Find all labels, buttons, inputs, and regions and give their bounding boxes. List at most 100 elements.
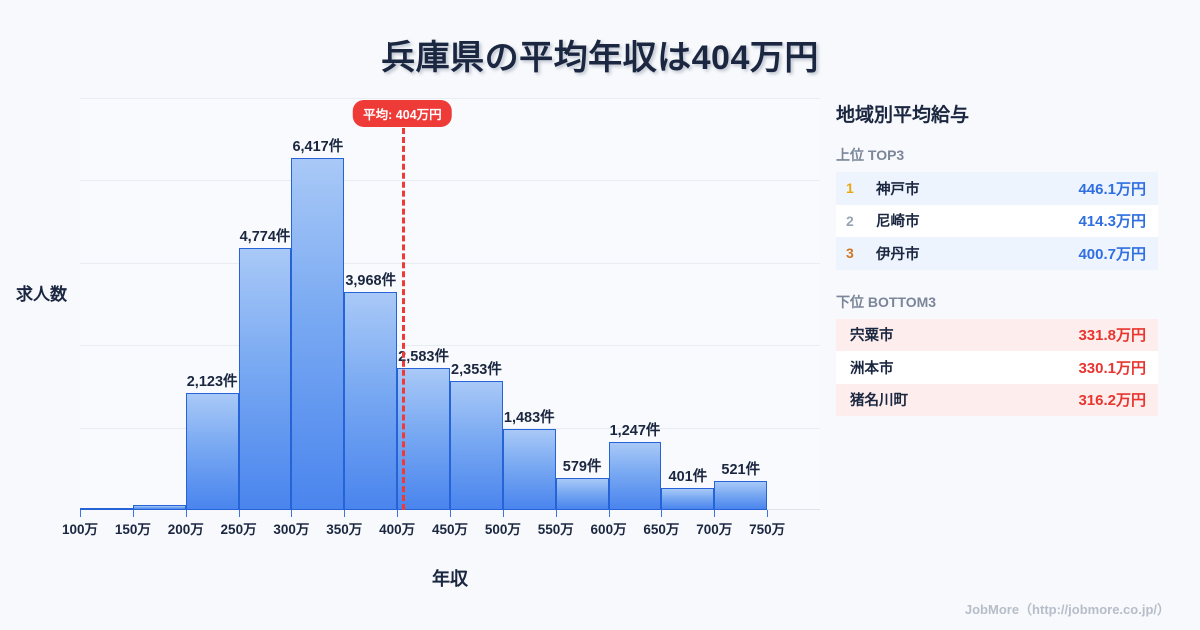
average-line — [402, 128, 406, 510]
bar-slot: 401件 — [661, 98, 715, 510]
salary-value: 446.1万円 — [1078, 180, 1146, 198]
bar-value-label: 521件 — [721, 462, 761, 479]
bar-value-label: 2,353件 — [451, 361, 502, 378]
bar-slot — [767, 98, 820, 510]
x-axis-tick-label: 100万 — [61, 522, 99, 537]
x-axis-tick — [661, 510, 663, 517]
x-axis-tick-label: 650万 — [643, 522, 680, 537]
x-axis-title: 年収 — [432, 569, 468, 589]
bar-slot — [80, 98, 133, 510]
x-axis-tick — [767, 510, 769, 517]
salary-value: 331.8万円 — [1078, 327, 1146, 345]
sidebar-title: 地域別平均給与 — [836, 105, 970, 126]
bottom3-table: 宍粟市 331.8万円洲本市 330.1万円猪名川町 316.2万円 — [836, 318, 1158, 416]
x-axis-tick — [132, 510, 134, 517]
top3-row[interactable]: 3 伊丹市 400.7万円 — [836, 237, 1158, 270]
bar[interactable]: 2,583件 — [397, 349, 451, 510]
bar[interactable]: 1,483件 — [502, 410, 556, 510]
bar-value-label: 4,774件 — [239, 228, 291, 245]
bar-slot: 2,123件 — [185, 98, 239, 510]
top3-row[interactable]: 2 尼崎市 414.3万円 — [836, 204, 1158, 237]
bar-value-label: 1,247件 — [609, 422, 661, 439]
bar[interactable]: 2,353件 — [450, 362, 503, 510]
bar-slot: 579件 — [555, 98, 609, 510]
gridline — [80, 180, 820, 182]
x-axis-tick-label: 350万 — [326, 522, 363, 537]
x-axis-tick-label: 700万 — [696, 522, 733, 537]
x-axis-tick — [450, 510, 451, 517]
bar-value-label: 2,583件 — [398, 349, 449, 366]
top3-row[interactable]: 1 神戸市 446.1万円 — [836, 172, 1158, 205]
bar-slot: 1,247件 — [608, 98, 662, 510]
city-name: 洲本市 — [850, 360, 894, 377]
x-axis-tick-label: 300万 — [273, 522, 310, 537]
bar-slot: 2,583件 — [397, 98, 451, 510]
top3-section-label: 上位 TOP3 — [836, 147, 905, 163]
rank-number: 1 — [846, 180, 854, 197]
bar-slot: 6,417件 — [291, 98, 345, 510]
bar-value-label: 579件 — [562, 459, 602, 476]
x-axis-tick — [291, 510, 293, 517]
x-axis-tick-label: 150万 — [114, 522, 151, 537]
x-axis-tick — [502, 510, 504, 517]
bar-value-label: 401件 — [668, 468, 708, 485]
bar[interactable]: 6,417件 — [291, 139, 345, 510]
salary-value: 316.2万円 — [1078, 392, 1146, 410]
top3-table: 1 神戸市 446.1万円 2 尼崎市 414.3万円 3 伊丹市 400.7万円 — [836, 172, 1158, 270]
bar-value-label: 3,968件 — [345, 273, 397, 290]
city-name: 宍粟市 — [850, 328, 894, 345]
regional-salary-panel: 地域別平均給与 上位 TOP3 1 神戸市 446.1万円 2 尼崎市 414.3万円 3 伊… — [836, 100, 1164, 438]
city-name: 猪名川町 — [850, 393, 908, 410]
bar-slot: 4,774件 — [238, 98, 292, 510]
x-axis-tick — [714, 510, 716, 517]
x-axis-ticks — [80, 510, 820, 518]
y-axis-title: 求人数 — [16, 285, 67, 304]
x-axis-labels: 100万 150万 200万 250万 300万 350万 400万 450万 500万 550万… — [62, 518, 820, 542]
bar[interactable]: 579件 — [555, 459, 609, 510]
x-axis-tick — [397, 510, 399, 517]
rank-number: 3 — [846, 245, 854, 262]
x-axis-tick — [80, 510, 81, 517]
x-axis-tick-label: 550万 — [537, 522, 574, 537]
x-axis-tick-label: 600万 — [590, 522, 627, 537]
bar-slot: 2,353件 — [450, 98, 503, 510]
bar[interactable]: 3,968件 — [344, 273, 398, 510]
bar-value-label: 2,123件 — [186, 374, 238, 391]
city-name: 尼崎市 — [876, 214, 920, 231]
histogram-chart: 2,123件 4,774件 6,417件 3,968件 2,583件 2,353件 1,48… — [80, 98, 820, 510]
x-axis-tick-label: 500万 — [484, 522, 521, 537]
bottom3-section-label: 下位 BOTTOM3 — [836, 293, 937, 310]
bar[interactable]: 1,247件 — [608, 423, 662, 510]
bar[interactable] — [132, 505, 186, 510]
bar-slot: 1,483件 — [502, 98, 556, 510]
bottom3-row[interactable]: 猪名川町 316.2万円 — [836, 383, 1158, 416]
bar[interactable]: 401件 — [661, 469, 715, 510]
bar-slot: 3,968件 — [344, 98, 398, 510]
bar[interactable]: 4,774件 — [238, 229, 292, 510]
x-axis-tick — [238, 510, 240, 517]
bar-slot: 521件 — [714, 98, 768, 510]
x-axis-tick — [608, 510, 610, 517]
gridline — [80, 262, 820, 264]
bottom3-row[interactable]: 宍粟市 331.8万円 — [836, 318, 1158, 351]
bar[interactable]: 2,123件 — [185, 374, 239, 510]
salary-value: 330.1万円 — [1078, 359, 1146, 377]
gridline — [80, 345, 820, 347]
x-axis-tick — [344, 510, 346, 517]
x-axis-tick-label: 400万 — [379, 522, 416, 537]
x-axis-tick — [185, 510, 187, 517]
bar-slot — [132, 98, 186, 510]
city-name: 伊丹市 — [876, 246, 920, 263]
bar[interactable]: 521件 — [714, 462, 768, 510]
x-axis-tick-label: 200万 — [167, 522, 204, 537]
bar-series: 2,123件 4,774件 6,417件 3,968件 2,583件 2,353件 1,48… — [80, 98, 820, 510]
bottom3-row[interactable]: 洲本市 330.1万円 — [836, 351, 1158, 384]
bar-value-label: 6,417件 — [292, 138, 344, 155]
salary-value: 400.7万円 — [1078, 245, 1146, 263]
bar[interactable] — [80, 508, 133, 510]
average-badge: 平均: 404万円 — [353, 100, 452, 127]
x-axis-tick — [555, 510, 557, 517]
footer-credit: JobMore（http://jobmore.co.jp/） — [964, 602, 1170, 617]
rank-number: 2 — [846, 212, 854, 229]
x-axis-tick-label: 750万 — [749, 522, 786, 537]
